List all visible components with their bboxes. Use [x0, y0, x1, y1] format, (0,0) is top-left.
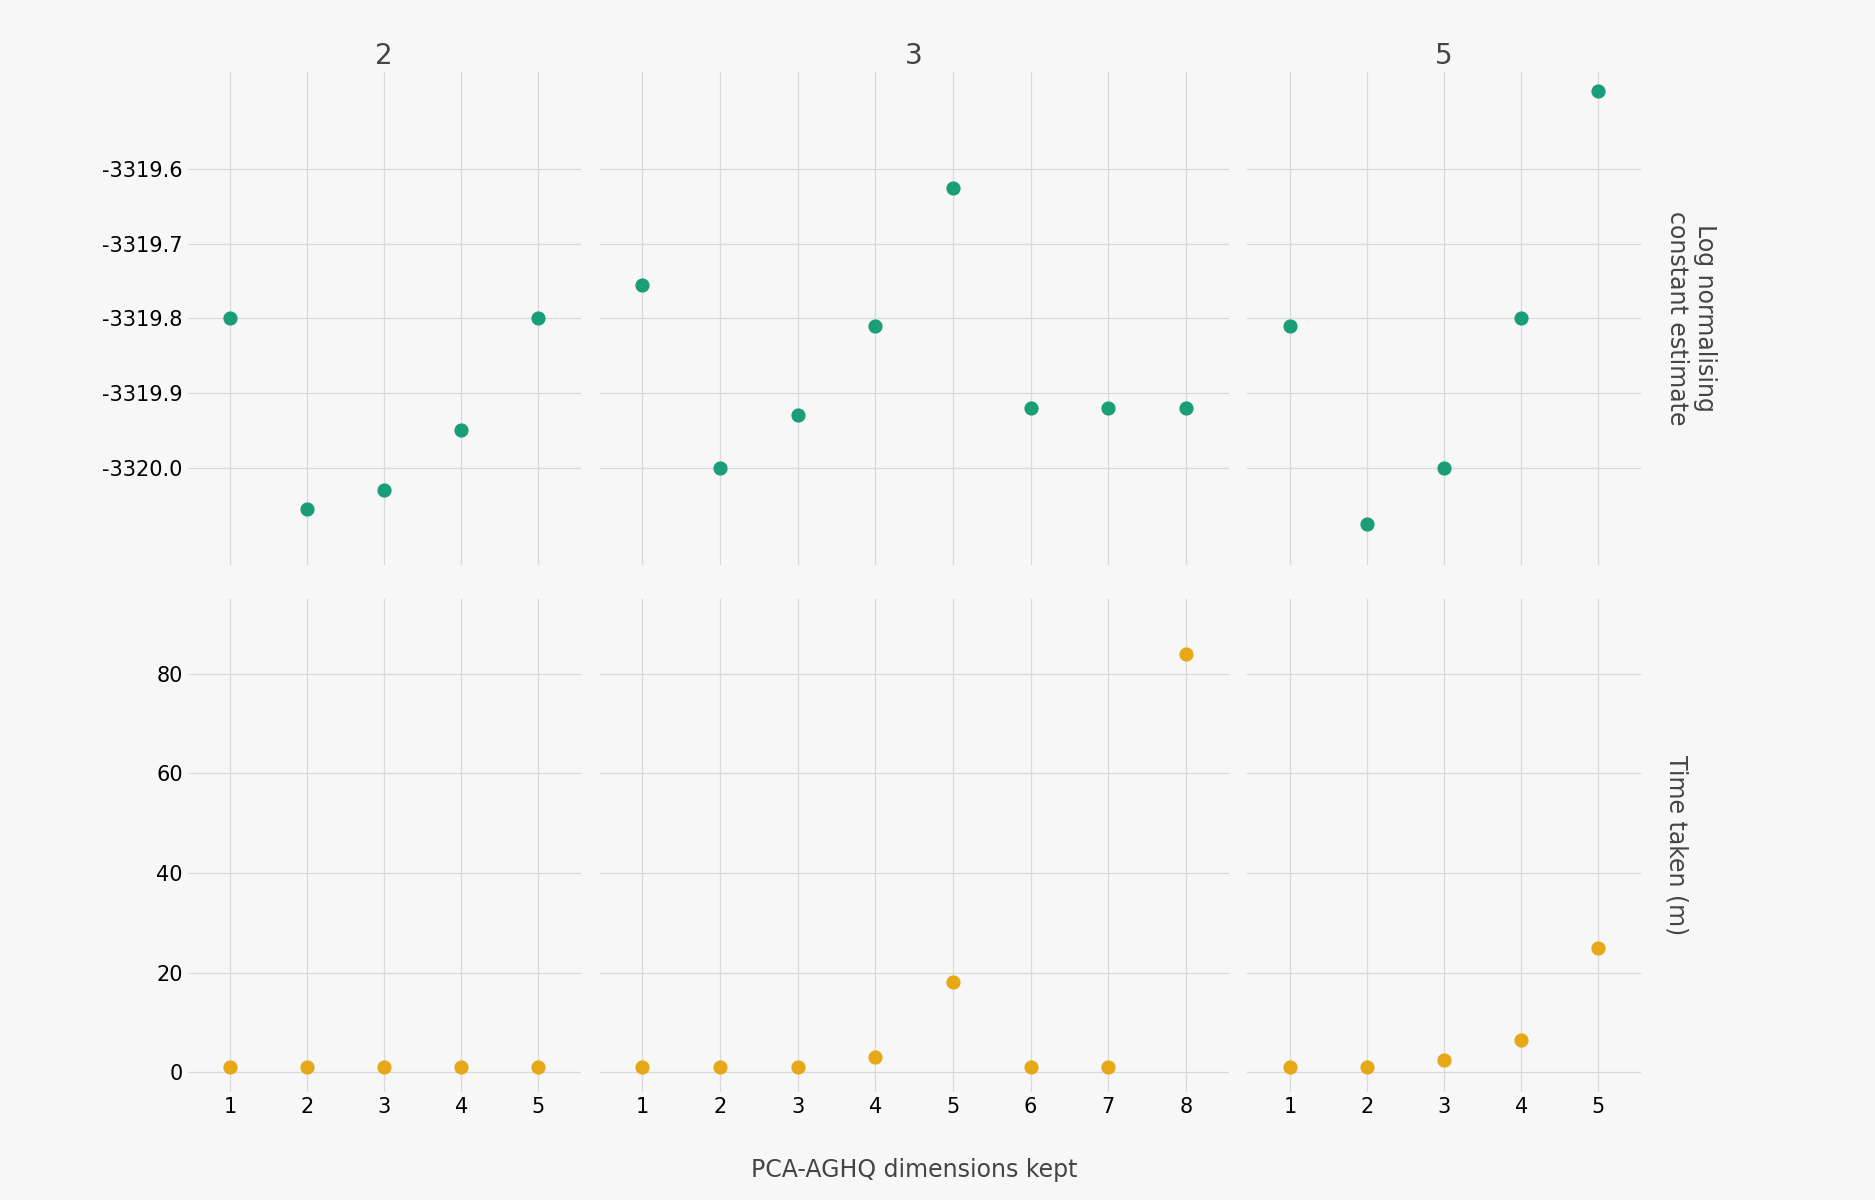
Point	[1275, 1057, 1305, 1076]
Point	[628, 275, 658, 294]
Title: 5: 5	[1434, 42, 1453, 70]
Point	[446, 421, 476, 440]
Point	[1582, 82, 1612, 101]
Point	[369, 480, 399, 499]
Point	[216, 1057, 246, 1076]
Point	[1016, 398, 1046, 418]
Point	[1582, 938, 1612, 958]
Point	[523, 308, 553, 328]
Point	[938, 178, 968, 197]
Point	[782, 406, 812, 425]
Point	[1352, 1057, 1382, 1076]
Point	[1016, 1057, 1046, 1076]
Point	[1506, 308, 1536, 328]
Point	[523, 1057, 553, 1076]
Point	[705, 1057, 735, 1076]
Point	[861, 1048, 891, 1067]
Point	[782, 1057, 812, 1076]
Point	[446, 1057, 476, 1076]
Point	[216, 308, 246, 328]
Point	[1093, 398, 1123, 418]
Point	[1506, 1030, 1536, 1049]
Point	[369, 1057, 399, 1076]
Point	[1352, 514, 1382, 533]
Text: Time taken (m): Time taken (m)	[1665, 756, 1689, 936]
Point	[292, 1057, 322, 1076]
Point	[1170, 398, 1200, 418]
Point	[1093, 1057, 1123, 1076]
Text: PCA-AGHQ dimensions kept: PCA-AGHQ dimensions kept	[750, 1158, 1078, 1182]
Point	[938, 973, 968, 992]
Point	[628, 1057, 658, 1076]
Point	[705, 458, 735, 478]
Point	[1429, 458, 1459, 478]
Title: 3: 3	[906, 42, 922, 70]
Point	[1275, 317, 1305, 336]
Point	[1429, 1050, 1459, 1069]
Point	[861, 317, 891, 336]
Point	[292, 499, 322, 518]
Title: 2: 2	[375, 42, 394, 70]
Point	[1170, 644, 1200, 664]
Text: Log normalising
constant estimate: Log normalising constant estimate	[1665, 211, 1718, 426]
